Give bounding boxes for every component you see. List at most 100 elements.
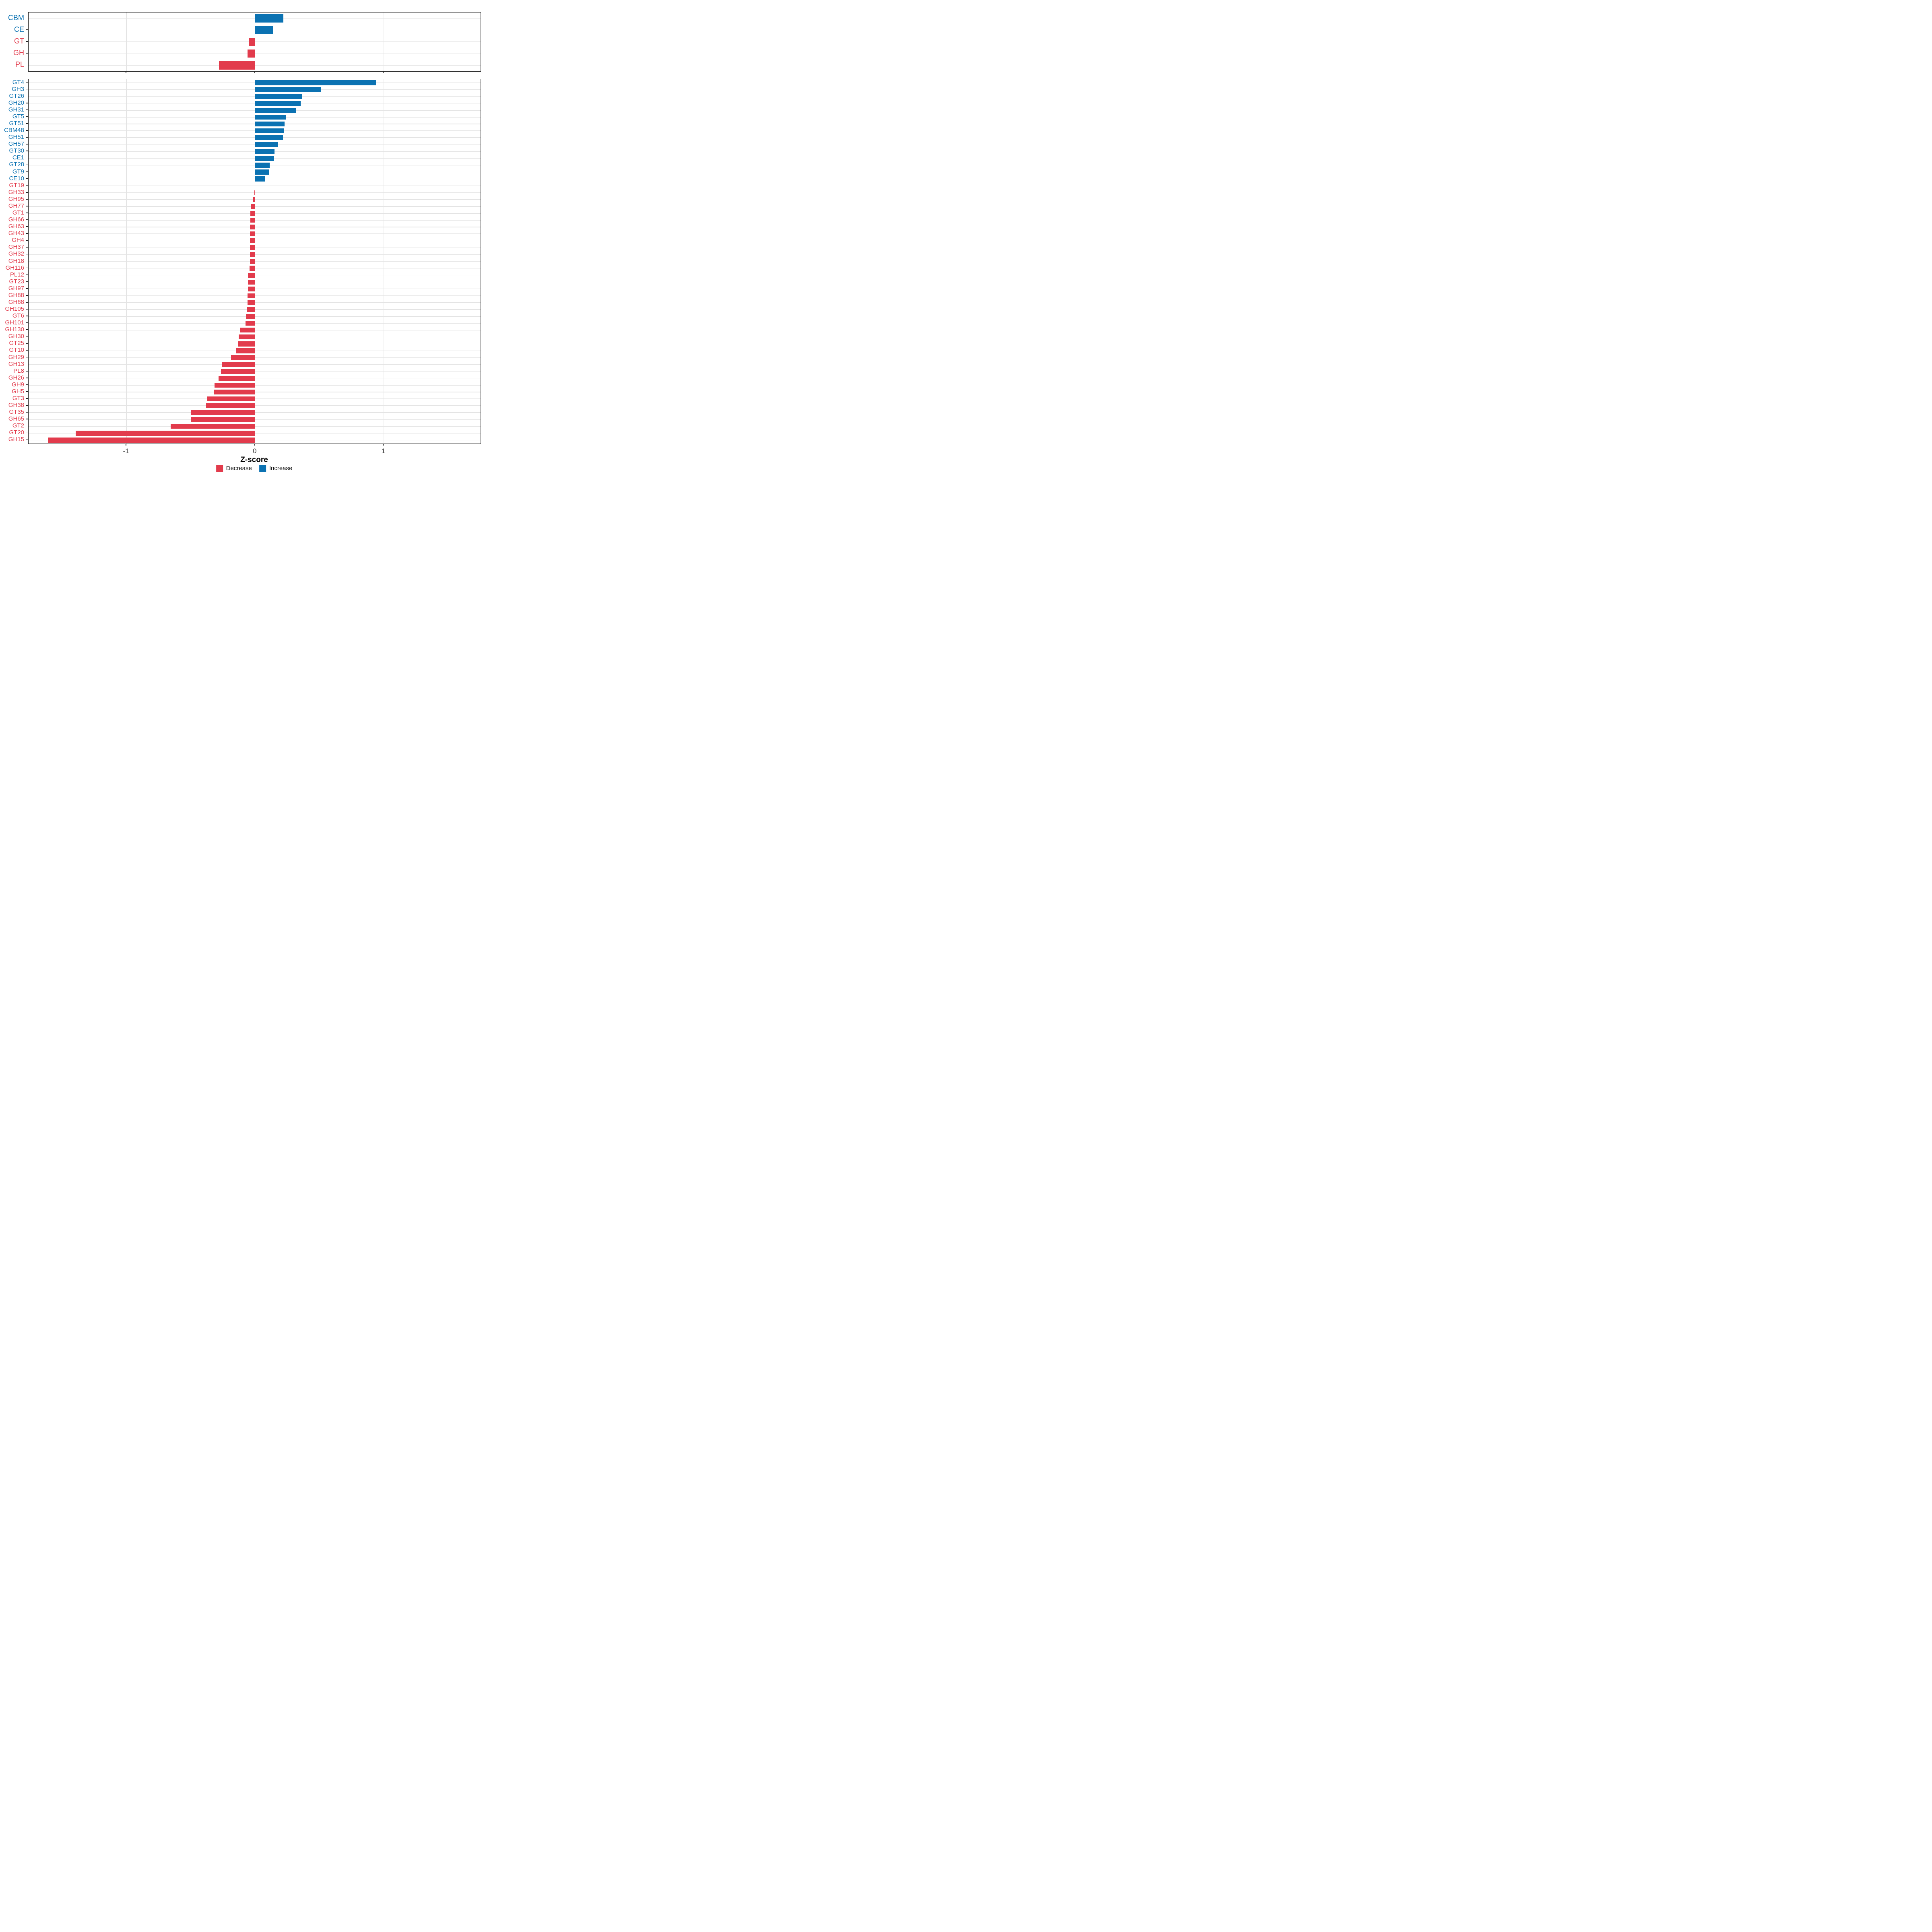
figure: Z-score Decrease Increase CBM CE GT GH PL GT4… <box>0 0 483 483</box>
y-gridline <box>29 144 481 145</box>
bar-GH <box>247 49 255 58</box>
y-gridline <box>29 96 481 97</box>
y-tick <box>26 370 28 372</box>
y-label-GT20: GT20 <box>9 429 24 436</box>
x-axis-title: Z-score <box>240 456 268 464</box>
y-label-CBM48: CBM48 <box>4 127 24 134</box>
bar-GT5 <box>255 114 286 120</box>
y-tick <box>26 64 28 66</box>
y-tick <box>26 412 28 413</box>
increase-swatch-icon <box>259 465 266 472</box>
bar-GH20 <box>255 101 301 106</box>
y-label-GH5: GH5 <box>12 388 24 395</box>
bar-GT26 <box>255 94 302 99</box>
legend-label-increase: Increase <box>269 465 293 472</box>
y-label-GH95: GH95 <box>8 195 24 202</box>
y-tick <box>26 130 28 131</box>
y-label-GH88: GH88 <box>8 292 24 299</box>
y-label-GH105: GH105 <box>5 305 24 313</box>
y-tick <box>26 157 28 159</box>
y-gridline <box>29 158 481 159</box>
panel-cazyme-classes <box>28 12 481 72</box>
bar-GT23 <box>248 279 255 285</box>
y-label-GH3: GH3 <box>12 85 24 93</box>
bar-GH68 <box>247 300 255 305</box>
y-label-PL12: PL12 <box>10 271 24 278</box>
y-tick <box>26 53 28 54</box>
x-tick-label: -1 <box>123 447 129 455</box>
y-tick <box>26 199 28 200</box>
y-tick <box>26 254 28 255</box>
bar-GT4 <box>255 80 376 85</box>
y-label-GH65: GH65 <box>8 415 24 423</box>
bar-GH29 <box>231 355 255 360</box>
bar-GH31 <box>255 107 296 113</box>
bar-GH97 <box>248 286 255 291</box>
bar-GH105 <box>247 307 255 312</box>
bar-GT51 <box>255 121 285 127</box>
bar-GH26 <box>218 376 255 381</box>
y-tick <box>26 384 28 385</box>
y-label-GH9: GH9 <box>12 381 24 388</box>
y-gridline <box>29 18 481 19</box>
y-label-GH20: GH20 <box>8 99 24 106</box>
y-tick <box>26 363 28 365</box>
y-tick <box>26 398 28 399</box>
x-tick <box>254 71 255 73</box>
bar-GT1 <box>250 211 255 216</box>
y-tick <box>26 343 28 344</box>
bar-GH95 <box>253 197 255 202</box>
y-label-GT5: GT5 <box>12 113 24 120</box>
legend: Decrease Increase <box>216 465 293 472</box>
y-tick <box>26 295 28 296</box>
y-label-GT10: GT10 <box>9 347 24 354</box>
y-tick <box>26 302 28 303</box>
y-tick <box>26 116 28 117</box>
bar-GH13 <box>222 362 255 367</box>
decrease-swatch-icon <box>216 465 223 472</box>
y-gridline <box>29 130 481 131</box>
y-label-GT3: GT3 <box>12 395 24 402</box>
legend-item-decrease: Decrease <box>216 465 252 472</box>
y-label-GT25: GT25 <box>9 340 24 347</box>
bar-GH63 <box>250 224 255 230</box>
y-gridline <box>29 89 481 90</box>
y-label-GH101: GH101 <box>5 319 24 326</box>
y-tick <box>26 309 28 310</box>
legend-label-decrease: Decrease <box>226 465 252 472</box>
bar-GT6 <box>246 314 255 319</box>
y-gridline <box>29 151 481 152</box>
bar-GH101 <box>245 321 255 326</box>
y-label-GH63: GH63 <box>8 223 24 230</box>
y-label-GT6: GT6 <box>12 312 24 320</box>
y-label-GT2: GT2 <box>12 422 24 429</box>
y-label-GH130: GH130 <box>5 326 24 333</box>
y-label-GH4: GH4 <box>12 237 24 244</box>
y-label-GH29: GH29 <box>8 353 24 361</box>
bar-GH4 <box>250 238 255 244</box>
bar-CE1 <box>255 156 275 161</box>
y-label-GT23: GT23 <box>9 278 24 285</box>
y-tick <box>26 137 28 138</box>
bar-GH77 <box>251 204 255 209</box>
y-tick <box>26 178 28 179</box>
bar-GH57 <box>255 142 279 147</box>
y-tick <box>26 89 28 90</box>
bar-GH37 <box>250 245 255 250</box>
y-label-GH33: GH33 <box>8 188 24 196</box>
y-label-GT51: GT51 <box>9 120 24 127</box>
y-tick <box>26 29 28 30</box>
y-label-GT26: GT26 <box>9 92 24 99</box>
y-label-CE10: CE10 <box>9 175 24 182</box>
bar-CE <box>255 26 273 35</box>
y-tick <box>26 226 28 227</box>
panel-cazyme-families <box>28 79 481 444</box>
bar-GH32 <box>250 252 255 257</box>
y-tick <box>26 192 28 193</box>
y-tick <box>26 357 28 358</box>
bar-GH30 <box>239 334 255 340</box>
y-label-GT30: GT30 <box>9 147 24 155</box>
y-label-CBM: CBM <box>8 13 24 22</box>
bar-CBM48 <box>255 128 284 134</box>
y-label-GH43: GH43 <box>8 230 24 237</box>
